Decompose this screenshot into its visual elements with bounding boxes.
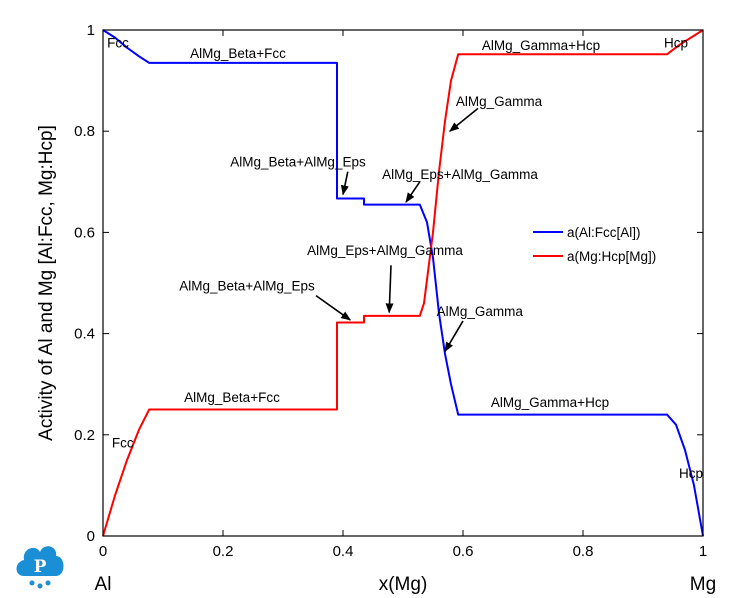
phase-label: AlMg_Eps+AlMg_Gamma bbox=[307, 243, 463, 258]
annotation-arrow bbox=[405, 181, 421, 203]
annotation-arrow bbox=[340, 171, 349, 196]
phase-label: AlMg_Beta+Fcc bbox=[190, 46, 286, 61]
logo-letter: P bbox=[34, 557, 47, 577]
tick-group: 0 0.2 0.4 0.6 0.8 1 0 0.2 0.4 0.6 0.8 1 bbox=[74, 22, 707, 560]
phase-label: AlMg_Gamma+Hcp bbox=[482, 38, 600, 53]
annotation-arrow bbox=[449, 107, 479, 132]
y-axis-title: Activity of Al and Mg [Al:Fcc, Mg:Hcp] bbox=[36, 125, 57, 441]
phase-label: AlMg_Beta+Fcc bbox=[184, 390, 280, 405]
phase-label: AlMg_Gamma bbox=[456, 94, 543, 109]
phase-label: Fcc bbox=[112, 435, 134, 450]
logo-drop-mid bbox=[37, 583, 43, 589]
phase-label: AlMg_Beta+AlMg_Eps bbox=[230, 155, 366, 170]
annotation-arrow bbox=[444, 320, 464, 353]
annotation-group: Fcc AlMg_Beta+Fcc AlMg_Gamma+Hcp Hcp AlMg_Ga… bbox=[107, 36, 703, 481]
phase-label: Hcp bbox=[664, 36, 688, 51]
y-tick-label: 0.8 bbox=[74, 123, 95, 140]
cloud-logo-icon bbox=[16, 546, 64, 576]
x-tick-label: 0.2 bbox=[213, 543, 234, 560]
x-tick-label: 0 bbox=[99, 543, 107, 560]
brand-logo: P bbox=[16, 546, 64, 589]
x-tick-label: 0.8 bbox=[573, 543, 594, 560]
phase-label: AlMg_Gamma+Hcp bbox=[491, 395, 609, 410]
x-tick-label: 1 bbox=[699, 543, 707, 560]
legend-label-al: a(Al:Fcc[Al]) bbox=[567, 225, 641, 240]
plot-frame bbox=[102, 29, 704, 537]
series-line-al bbox=[102, 29, 704, 537]
plot-frame-group bbox=[102, 29, 704, 537]
y-tick-label: 1 bbox=[87, 22, 95, 39]
x-tick-label: 0.4 bbox=[333, 543, 354, 560]
y-tick-label: 0 bbox=[87, 528, 95, 545]
legend-label-mg: a(Mg:Hcp[Mg]) bbox=[567, 249, 656, 264]
phase-label: Hcp bbox=[679, 466, 703, 481]
y-tick-label: 0.2 bbox=[74, 427, 95, 444]
x-tick-label: 0.6 bbox=[453, 543, 474, 560]
y-tick-label: 0.4 bbox=[74, 326, 95, 343]
annotation-arrow bbox=[385, 265, 394, 314]
phase-label: AlMg_Beta+AlMg_Eps bbox=[179, 279, 315, 294]
y-tick-label: 0.6 bbox=[74, 224, 95, 241]
phase-label: AlMg_Eps+AlMg_Gamma bbox=[382, 167, 538, 182]
annotation-arrow bbox=[315, 294, 352, 321]
x-axis-left-end-label: Al bbox=[95, 574, 112, 595]
phase-label: AlMg_Gamma bbox=[437, 304, 524, 319]
logo-drop-left bbox=[29, 580, 35, 586]
logo-drop-right bbox=[45, 580, 51, 586]
x-axis-title: x(Mg) bbox=[379, 574, 428, 595]
phase-label: Fcc bbox=[107, 36, 129, 51]
series-group bbox=[102, 29, 704, 537]
legend: a(Al:Fcc[Al]) a(Mg:Hcp[Mg]) bbox=[533, 225, 656, 264]
series-line-mg bbox=[102, 29, 704, 537]
x-axis-right-end-label: Mg bbox=[690, 574, 716, 595]
